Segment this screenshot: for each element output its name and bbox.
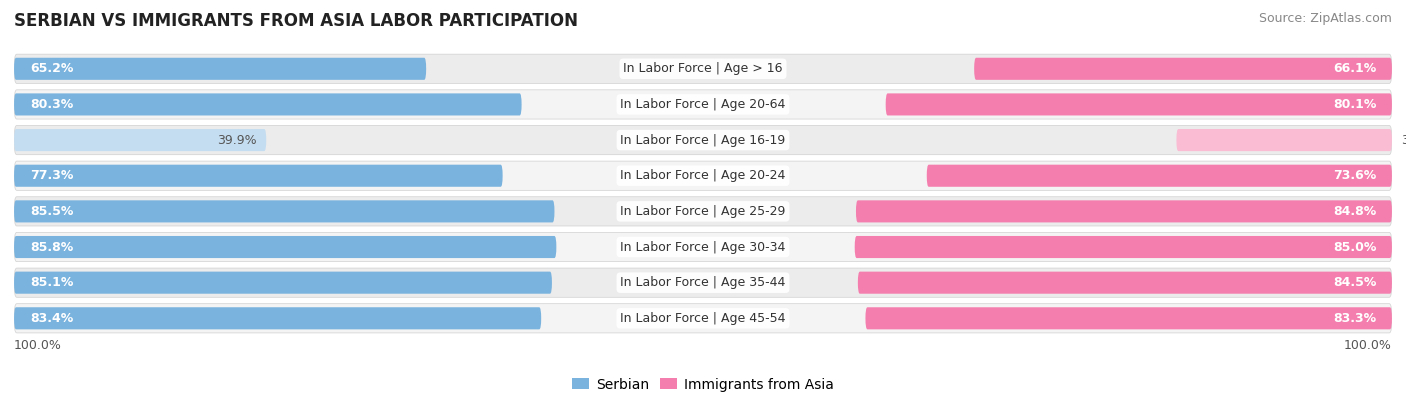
Text: In Labor Force | Age 16-19: In Labor Force | Age 16-19 <box>620 134 786 147</box>
Text: 85.8%: 85.8% <box>30 241 73 254</box>
Text: 84.8%: 84.8% <box>1333 205 1376 218</box>
Text: In Labor Force | Age 20-24: In Labor Force | Age 20-24 <box>620 169 786 182</box>
Text: 39.9%: 39.9% <box>217 134 257 147</box>
FancyBboxPatch shape <box>974 58 1392 80</box>
FancyBboxPatch shape <box>886 93 1392 115</box>
FancyBboxPatch shape <box>14 268 1392 297</box>
Text: 65.2%: 65.2% <box>30 62 73 75</box>
Text: 66.1%: 66.1% <box>1333 62 1376 75</box>
Text: 77.3%: 77.3% <box>30 169 73 182</box>
FancyBboxPatch shape <box>14 200 554 222</box>
FancyBboxPatch shape <box>14 161 1392 190</box>
FancyBboxPatch shape <box>14 307 541 329</box>
FancyBboxPatch shape <box>927 165 1392 187</box>
FancyBboxPatch shape <box>14 165 502 187</box>
FancyBboxPatch shape <box>14 90 1392 119</box>
Text: In Labor Force | Age 35-44: In Labor Force | Age 35-44 <box>620 276 786 289</box>
Legend: Serbian, Immigrants from Asia: Serbian, Immigrants from Asia <box>567 372 839 395</box>
Text: In Labor Force | Age 30-34: In Labor Force | Age 30-34 <box>620 241 786 254</box>
FancyBboxPatch shape <box>14 304 1392 333</box>
FancyBboxPatch shape <box>14 272 553 294</box>
Text: 73.6%: 73.6% <box>1333 169 1376 182</box>
FancyBboxPatch shape <box>14 58 426 80</box>
Text: 34.1%: 34.1% <box>1402 134 1406 147</box>
Text: 83.4%: 83.4% <box>30 312 73 325</box>
Text: 85.0%: 85.0% <box>1333 241 1376 254</box>
FancyBboxPatch shape <box>855 236 1392 258</box>
FancyBboxPatch shape <box>866 307 1392 329</box>
Text: SERBIAN VS IMMIGRANTS FROM ASIA LABOR PARTICIPATION: SERBIAN VS IMMIGRANTS FROM ASIA LABOR PA… <box>14 12 578 30</box>
Text: 83.3%: 83.3% <box>1333 312 1376 325</box>
FancyBboxPatch shape <box>14 232 1392 261</box>
FancyBboxPatch shape <box>1177 129 1392 151</box>
Text: 100.0%: 100.0% <box>14 339 62 352</box>
FancyBboxPatch shape <box>14 197 1392 226</box>
Text: 100.0%: 100.0% <box>1344 339 1392 352</box>
FancyBboxPatch shape <box>856 200 1392 222</box>
Text: 85.5%: 85.5% <box>30 205 73 218</box>
Text: 84.5%: 84.5% <box>1333 276 1376 289</box>
Text: In Labor Force | Age > 16: In Labor Force | Age > 16 <box>623 62 783 75</box>
FancyBboxPatch shape <box>14 236 557 258</box>
Text: In Labor Force | Age 25-29: In Labor Force | Age 25-29 <box>620 205 786 218</box>
Text: In Labor Force | Age 45-54: In Labor Force | Age 45-54 <box>620 312 786 325</box>
Text: 80.1%: 80.1% <box>1333 98 1376 111</box>
FancyBboxPatch shape <box>14 54 1392 83</box>
FancyBboxPatch shape <box>14 129 266 151</box>
Text: 85.1%: 85.1% <box>30 276 73 289</box>
Text: 80.3%: 80.3% <box>30 98 73 111</box>
FancyBboxPatch shape <box>14 93 522 115</box>
FancyBboxPatch shape <box>14 126 1392 155</box>
Text: Source: ZipAtlas.com: Source: ZipAtlas.com <box>1258 12 1392 25</box>
Text: In Labor Force | Age 20-64: In Labor Force | Age 20-64 <box>620 98 786 111</box>
FancyBboxPatch shape <box>858 272 1392 294</box>
